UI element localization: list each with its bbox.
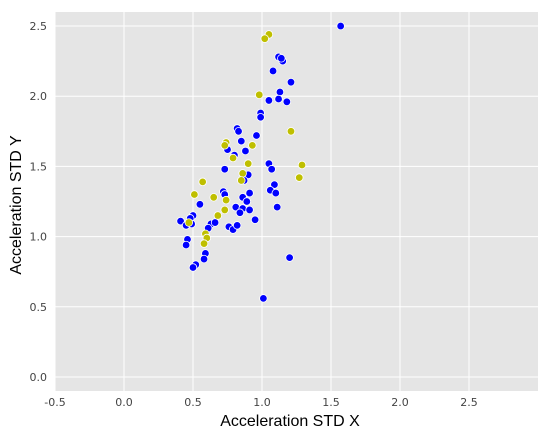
data-point — [198, 177, 207, 187]
y-tick-label: 0.5 — [30, 301, 48, 314]
data-point — [270, 180, 279, 189]
data-point — [274, 94, 283, 104]
x-tick-label: -0.5 — [44, 396, 65, 409]
data-point — [188, 263, 198, 272]
data-point — [248, 141, 257, 150]
data-point — [235, 208, 245, 217]
x-tick-label: 2.0 — [391, 396, 409, 409]
data-point — [220, 141, 229, 150]
data-point — [260, 34, 269, 43]
data-point — [256, 113, 265, 122]
data-point — [184, 218, 194, 227]
data-point — [255, 90, 264, 100]
data-point — [297, 160, 307, 170]
data-point — [210, 218, 220, 227]
data-point — [220, 165, 229, 174]
data-point — [282, 97, 292, 107]
plot-area — [55, 12, 538, 391]
data-point — [221, 195, 231, 205]
data-point — [268, 66, 278, 76]
data-point — [245, 205, 254, 215]
data-point — [238, 169, 247, 178]
x-tick-label: 1.5 — [322, 396, 340, 409]
data-point — [199, 239, 209, 248]
data-point — [250, 215, 260, 224]
x-axis-ticks: -0.5 0.0 0.5 1.0 1.5 2.0 2.5 — [44, 396, 477, 409]
data-point — [176, 216, 185, 226]
data-point — [286, 77, 296, 87]
y-axis-title: Acceleration STD Y — [8, 135, 25, 275]
data-point — [245, 188, 254, 198]
data-point — [252, 131, 261, 140]
data-point — [264, 96, 274, 105]
x-tick-label: 0.0 — [115, 396, 133, 409]
grid-lines — [54, 12, 538, 391]
x-tick-label: 1.0 — [253, 396, 271, 409]
y-tick-label: 1.5 — [30, 160, 48, 173]
data-point — [237, 136, 246, 146]
y-tick-label: 2.5 — [30, 20, 48, 33]
data-point — [267, 165, 276, 174]
y-tick-label: 2.0 — [30, 90, 48, 103]
data-point — [199, 254, 209, 264]
data-point — [285, 253, 294, 262]
data-point — [275, 87, 285, 97]
data-point — [272, 202, 282, 212]
x-tick-label: 2.5 — [460, 396, 478, 409]
data-point — [243, 159, 253, 168]
y-tick-label: 0.0 — [30, 371, 48, 384]
data-point — [213, 211, 223, 220]
data-point — [242, 197, 252, 206]
data-point — [234, 127, 243, 136]
data-point — [336, 21, 345, 31]
data-point — [195, 200, 205, 209]
data-point — [259, 294, 268, 303]
data-point — [220, 205, 229, 215]
data-point — [209, 193, 218, 202]
data-point — [237, 176, 246, 185]
data-point — [295, 173, 304, 182]
x-tick-label: 0.5 — [184, 396, 202, 409]
x-axis-title: Acceleration STD X — [220, 413, 360, 430]
data-point — [181, 240, 191, 250]
data-points — [176, 21, 345, 303]
data-point — [241, 146, 250, 156]
y-tick-label: 1.0 — [30, 231, 48, 244]
data-point — [286, 127, 296, 136]
data-point — [190, 190, 199, 199]
data-point — [271, 188, 280, 198]
data-point — [232, 221, 242, 230]
y-axis-ticks: 0.0 0.5 1.0 1.5 2.0 2.5 — [30, 20, 48, 384]
data-point — [277, 54, 286, 63]
data-point — [228, 153, 238, 163]
